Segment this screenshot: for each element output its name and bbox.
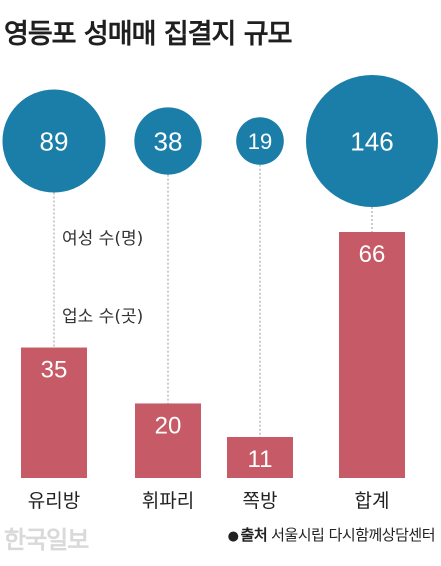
bubble-value-label-3: 146 <box>350 126 393 156</box>
bar-value-label-3: 66 <box>359 241 386 268</box>
category-label-0: 유리방 <box>28 490 80 512</box>
bubble-2 <box>236 117 284 165</box>
source-label: 출처 <box>240 526 268 544</box>
bar-value-label-0: 35 <box>41 357 68 384</box>
series-annotation-0: 여성 수(명) <box>62 229 143 249</box>
chart-title: 영등포 성매매 집결지 규모 <box>4 19 292 50</box>
bar-1 <box>135 403 201 478</box>
bubble-value-label-2: 19 <box>248 129 272 154</box>
footer: 한국일보 ● 출처 서울시립 다시함께상담센터 <box>0 520 441 560</box>
category-label-1: 휘파리 <box>142 490 194 512</box>
bullet-icon: ● <box>227 529 239 544</box>
bar-3 <box>339 232 405 478</box>
bubble-bar-chart: 89 38 19 146 35 20 11 66 유리방 휘파리 쪽방 합계 여성 수(명) 업소 수(곳… <box>2 75 438 512</box>
bar-value-label-2: 11 <box>248 446 273 473</box>
bar-2 <box>227 437 293 478</box>
bubble-3 <box>306 75 438 207</box>
bubble-1 <box>134 107 202 175</box>
source-text: 서울시립 다시함께상담센터 <box>271 526 435 544</box>
category-label-3: 합계 <box>355 490 390 512</box>
bar-0 <box>21 347 87 478</box>
series-annotation-1: 업소 수(곳) <box>62 307 143 327</box>
publisher-watermark: 한국일보 <box>4 526 89 554</box>
bubble-value-label-0: 89 <box>40 126 69 156</box>
bar-value-label-1: 20 <box>155 412 182 439</box>
bubble-0 <box>2 89 106 193</box>
bubble-value-label-1: 38 <box>154 126 183 156</box>
source-note: ● 출처 서울시립 다시함께상담센터 <box>227 524 436 545</box>
category-label-2: 쪽방 <box>243 490 278 512</box>
